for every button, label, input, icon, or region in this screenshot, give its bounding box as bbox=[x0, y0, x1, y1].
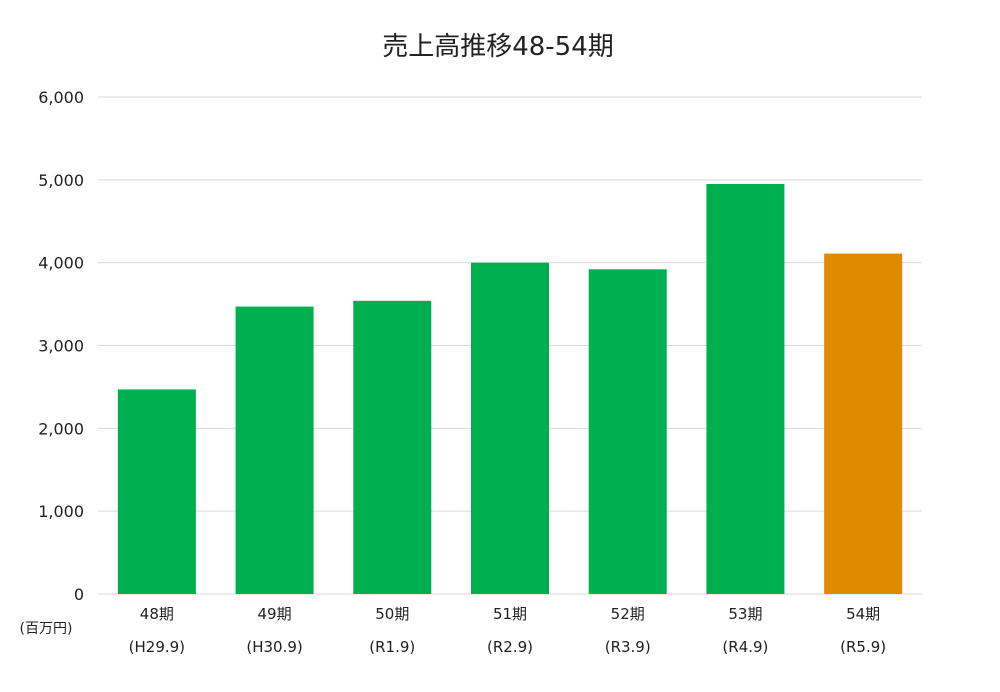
x-tick-label: 48期 bbox=[140, 605, 174, 623]
y-tick-label: 3,000 bbox=[38, 337, 84, 356]
x-tick-label: 50期 bbox=[375, 605, 409, 623]
x-tick-label: 52期 bbox=[611, 605, 645, 623]
bar-49期 bbox=[235, 306, 314, 594]
y-tick-label: 6,000 bbox=[38, 88, 84, 107]
x-tick-label: 54期 bbox=[846, 605, 880, 623]
chart-title: 売上高推移48-54期 bbox=[382, 32, 614, 62]
x-tick-sublabel: (R5.9) bbox=[840, 638, 886, 656]
bar-53期 bbox=[706, 183, 785, 594]
x-axis-ticks: 48期 (H29.9) 49期 (H30.9) 50期 (R1.9) 51期 (R2.9) 52… bbox=[129, 605, 886, 656]
y-tick-label: 4,000 bbox=[38, 254, 84, 273]
bars bbox=[117, 183, 903, 594]
y-axis-ticks: 0 1,000 2,000 3,000 4,000 5,000 6,000 bbox=[38, 88, 84, 604]
x-tick-sublabel: (R2.9) bbox=[487, 638, 533, 656]
x-tick-label: 49期 bbox=[258, 605, 292, 623]
bar-54期 bbox=[824, 253, 903, 594]
x-tick-label: 53期 bbox=[728, 605, 762, 623]
x-tick-label: 51期 bbox=[493, 605, 527, 623]
bar-50期 bbox=[353, 300, 432, 594]
y-tick-label: 2,000 bbox=[38, 419, 84, 438]
x-tick-sublabel: (R1.9) bbox=[369, 638, 415, 656]
unit-label: (百万円) bbox=[20, 621, 73, 637]
bar-48期 bbox=[117, 389, 196, 594]
x-tick-sublabel: (H29.9) bbox=[129, 638, 185, 656]
bar-51期 bbox=[471, 262, 549, 594]
y-tick-label: 5,000 bbox=[38, 171, 84, 190]
x-tick-sublabel: (R4.9) bbox=[722, 638, 768, 656]
y-tick-label: 1,000 bbox=[38, 502, 84, 521]
x-tick-sublabel: (H30.9) bbox=[246, 638, 302, 656]
bar-52期 bbox=[588, 269, 667, 594]
x-tick-sublabel: (R3.9) bbox=[605, 638, 651, 656]
y-tick-label: 0 bbox=[74, 585, 84, 604]
